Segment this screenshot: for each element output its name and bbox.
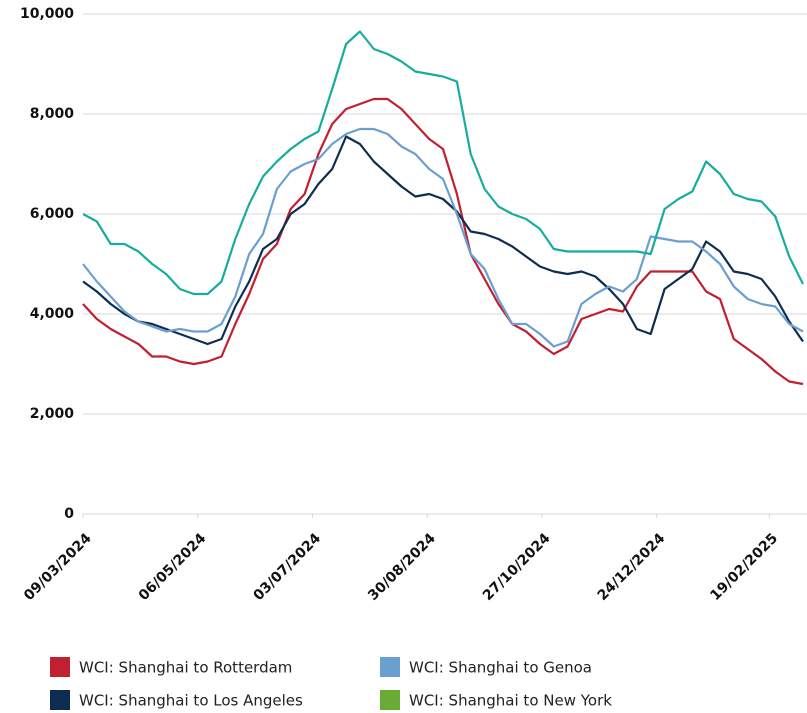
legend-label: WCI: Shanghai to New York: [409, 692, 612, 710]
series-line: [82, 127, 804, 348]
series-line: [82, 97, 804, 386]
y-tick-label: 2,000: [30, 406, 75, 422]
x-tick-label: 24/12/2024: [595, 530, 669, 604]
legend-label: WCI: Shanghai to Genoa: [409, 659, 592, 677]
y-tick-label: 8,000: [30, 106, 75, 122]
x-tick-label: 27/10/2024: [480, 530, 554, 604]
x-tick-label: 09/03/2024: [21, 530, 95, 604]
y-tick-label: 0: [64, 506, 74, 522]
x-tick-label: 19/02/2025: [707, 530, 781, 604]
legend-swatch: [50, 657, 70, 677]
x-tick-label: 03/07/2024: [250, 530, 324, 604]
x-tick-label: 06/05/2024: [136, 530, 210, 604]
series-line: [82, 30, 804, 296]
y-tick-label: 10,000: [20, 6, 74, 22]
legend-label: WCI: Shanghai to Rotterdam: [79, 659, 292, 677]
legend-swatch: [50, 690, 70, 710]
legend-swatch: [380, 690, 400, 710]
series-line: [82, 135, 804, 346]
legend-swatch: [380, 657, 400, 677]
y-tick-label: 6,000: [30, 206, 75, 222]
y-tick-label: 4,000: [30, 306, 75, 322]
x-tick-label: 30/08/2024: [365, 530, 439, 604]
legend-label: WCI: Shanghai to Los Angeles: [79, 692, 303, 710]
